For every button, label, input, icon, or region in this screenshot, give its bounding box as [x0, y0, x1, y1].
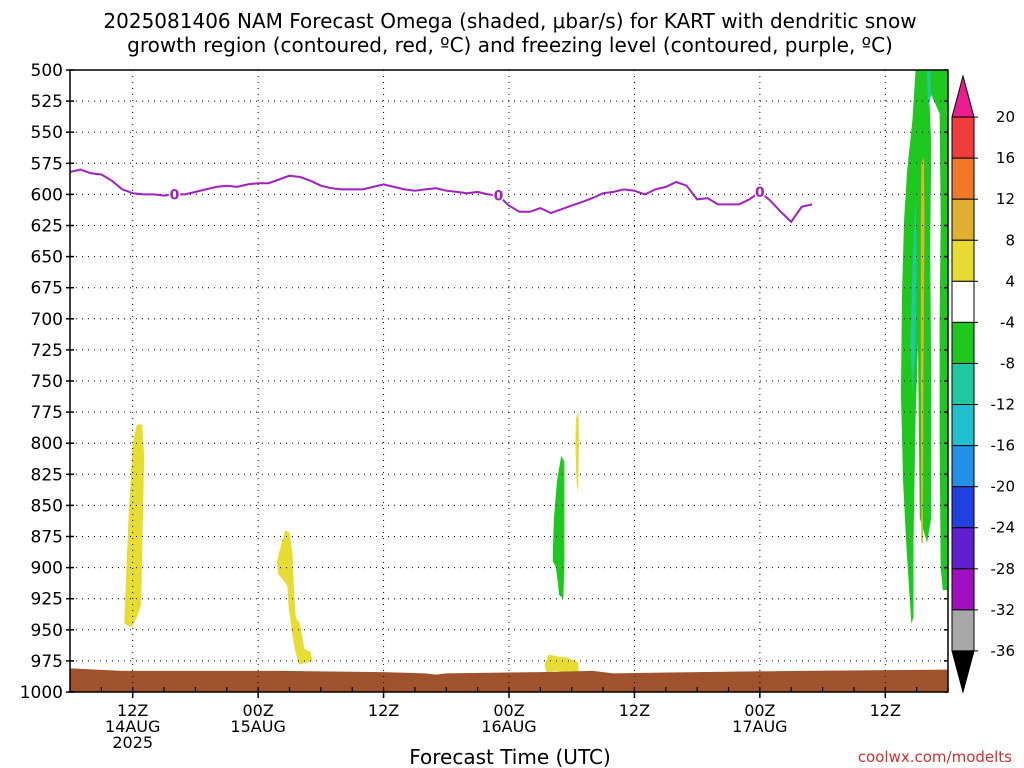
- colorbar: 20 16 12 8 4 -4 -8 -12 -16 -20 -24 -28 -32 -36: [951, 74, 1016, 694]
- omega-region-teal-2: [927, 70, 932, 108]
- y-tick-label: 500: [31, 61, 63, 81]
- y-tick-label: 875: [31, 528, 63, 548]
- y-tick-label: 950: [31, 621, 63, 641]
- colorbar-band: [951, 157, 975, 200]
- colorbar-band: [951, 239, 975, 282]
- colorbar-band: [951, 404, 975, 447]
- colorbar-band: [951, 198, 975, 241]
- x-tick-label: 14AUG: [105, 717, 160, 736]
- x-tick-label: 16AUG: [481, 717, 536, 736]
- y-tick-label: 900: [31, 559, 63, 579]
- colorbar-band: [951, 568, 975, 611]
- x-tick-label: 12Z: [870, 701, 901, 720]
- x-tick-label: 17AUG: [732, 717, 787, 736]
- omega-region-green-1: [552, 455, 565, 599]
- omega-region-yellow-1: [124, 424, 145, 628]
- omega-region-green-left: [900, 70, 920, 624]
- y-tick-label: 975: [31, 652, 63, 672]
- x-tick-label: 2025: [112, 733, 153, 752]
- freezing-level-label: 0: [494, 189, 504, 205]
- y-tick-label: 775: [31, 403, 63, 423]
- colorbar-tick-label: -32: [991, 601, 1016, 619]
- colorbar-tick-label: 12: [996, 190, 1015, 208]
- colorbar-tick-label: -16: [991, 437, 1016, 455]
- y-tick-label: 575: [31, 154, 63, 174]
- chart-title-line-2: growth region (contoured, red, ºC) and f…: [127, 33, 893, 57]
- y-tick-label: 650: [31, 248, 63, 268]
- colorbar-band: [951, 609, 975, 652]
- terrain-fill: [70, 668, 948, 692]
- plot-area: 0 0 0: [69, 69, 949, 693]
- x-tick-label: 00Z: [242, 701, 273, 720]
- y-tick-label: 1000: [20, 683, 63, 703]
- x-tick-label: 00Z: [493, 701, 524, 720]
- colorbar-tick-label: 8: [1005, 231, 1015, 249]
- x-tick-label: 12Z: [117, 701, 148, 720]
- omega-region-green-right: [919, 70, 948, 590]
- omega-region-yellow-4: [544, 654, 580, 675]
- colorbar-band: [951, 527, 975, 570]
- colorbar-tick-label: -24: [991, 519, 1016, 537]
- colorbar-tick-label: -20: [991, 478, 1016, 496]
- y-tick-label: 550: [31, 123, 63, 143]
- y-axis: 500 525 550 575 600 625 650 675 700 725 750 775 800 8…: [20, 61, 948, 703]
- y-tick-label: 825: [31, 465, 63, 485]
- x-tick-label: 15AUG: [230, 717, 285, 736]
- x-tick-label: 12Z: [368, 701, 399, 720]
- colorbar-band: [951, 74, 975, 118]
- colorbar-tick-label: -12: [991, 396, 1016, 414]
- freezing-level-label: 0: [755, 185, 765, 201]
- colorbar-tick-label: 16: [996, 149, 1015, 167]
- omega-region-yellow-2: [276, 530, 313, 665]
- x-tick-label: 12Z: [619, 701, 650, 720]
- colorbar-band: [951, 650, 975, 694]
- colorbar-tick-label: -4: [1000, 313, 1015, 331]
- colorbar-band: [951, 486, 975, 529]
- y-tick-label: 725: [31, 341, 63, 361]
- chart-title-line-1: 2025081406 NAM Forecast Omega (shaded, μ…: [103, 9, 916, 33]
- colorbar-tick-label: -28: [991, 560, 1016, 578]
- y-tick-label: 750: [31, 372, 63, 392]
- y-tick-label: 600: [31, 185, 63, 205]
- y-tick-label: 625: [31, 217, 63, 237]
- colorbar-band: [951, 321, 975, 364]
- omega-region-yellow-3: [575, 412, 580, 493]
- colorbar-band: [951, 445, 975, 488]
- omega-region-teal-1: [910, 194, 917, 394]
- omega-region-green-core: [916, 70, 932, 543]
- colorbar-tick-label: 4: [1005, 272, 1015, 290]
- x-axis-label: Forecast Time (UTC): [409, 745, 611, 768]
- y-tick-label: 925: [31, 590, 63, 610]
- y-tick-label: 850: [31, 496, 63, 516]
- colorbar-band: [951, 362, 975, 406]
- freezing-level-line: [69, 168, 813, 224]
- colorbar-tick-label: 20: [996, 108, 1015, 126]
- colorbar-tick-label: -36: [991, 642, 1016, 660]
- y-tick-label: 675: [31, 279, 63, 299]
- colorbar-band: [951, 280, 975, 323]
- y-tick-label: 800: [31, 434, 63, 454]
- colorbar-band: [951, 116, 975, 159]
- colorbar-tick-label: -8: [1000, 354, 1015, 372]
- x-tick-label: 00Z: [744, 701, 775, 720]
- credit-text: coolwx.com/modelts: [858, 748, 1012, 766]
- freezing-level-label: 0: [170, 187, 180, 203]
- y-tick-label: 700: [31, 310, 63, 330]
- y-tick-label: 525: [31, 92, 63, 112]
